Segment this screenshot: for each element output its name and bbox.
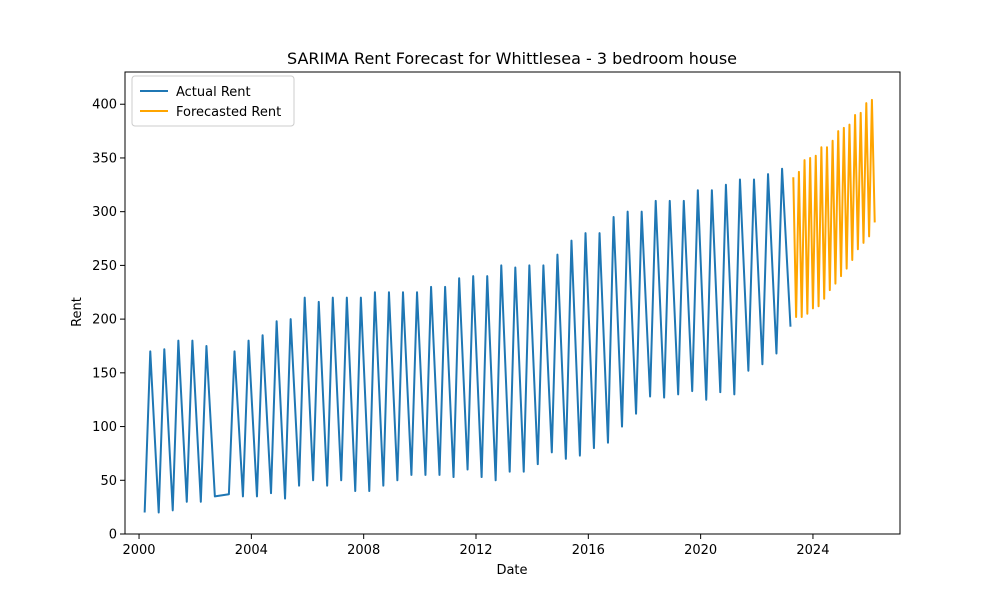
y-axis-label: Rent xyxy=(70,297,85,327)
series-layer xyxy=(143,98,876,514)
legend-frame xyxy=(131,75,295,127)
y-tick-label: 0 xyxy=(109,528,117,543)
x-tick-label: 2004 xyxy=(235,543,268,558)
chart-title: SARIMA Rent Forecast for Whittlesea - 3 … xyxy=(287,49,737,68)
x-tick-label: 2000 xyxy=(122,543,155,558)
series-line-forecasted-rent xyxy=(792,98,876,318)
y-tick-label: 250 xyxy=(92,259,117,274)
legend-label-forecasted-rent: Forecasted Rent xyxy=(176,105,281,120)
x-tick-label: 2020 xyxy=(684,543,717,558)
x-tick-label: 2016 xyxy=(572,543,605,558)
y-tick-label: 100 xyxy=(92,420,117,435)
axes-layer: 2000 2004 2008 2012 2016 2020 2024 0 50 100 150 200… xyxy=(92,71,901,558)
y-tick-label: 400 xyxy=(92,98,117,113)
series-line-actual-rent xyxy=(143,167,792,514)
plot-frame xyxy=(124,71,901,535)
y-tick-label: 50 xyxy=(100,474,117,489)
legend-label-actual-rent: Actual Rent xyxy=(176,85,251,100)
x-tick-label: 2024 xyxy=(796,543,829,558)
legend: Actual Rent Forecasted Rent xyxy=(131,75,295,127)
x-tick-label: 2008 xyxy=(347,543,380,558)
y-tick-label: 200 xyxy=(92,313,117,328)
y-tick-label: 150 xyxy=(92,366,117,381)
x-axis-label: Date xyxy=(496,563,527,578)
y-tick-label: 350 xyxy=(92,151,117,166)
y-tick-label: 300 xyxy=(92,205,117,220)
x-tick-label: 2012 xyxy=(459,543,492,558)
